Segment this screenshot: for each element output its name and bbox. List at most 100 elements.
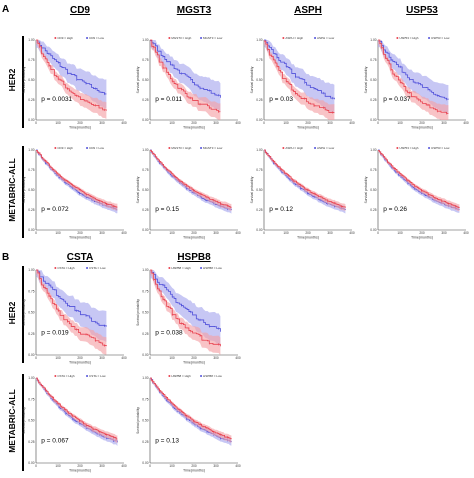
x-axis-label: Time(months) (297, 126, 319, 130)
x-tick-label: 200 (305, 231, 311, 235)
y-tick-label: 0.00 (370, 118, 376, 122)
x-axis-label: Time(months) (297, 236, 319, 240)
y-tick-label: 0.50 (28, 78, 34, 82)
x-tick-label: 100 (169, 231, 175, 235)
km-plot-usp53-0: Survival probability 1.00 0.75 0.50 0.25 0.00… (364, 36, 469, 130)
y-tick-label: 0.75 (142, 397, 148, 401)
y-tick-label: 0.25 (28, 440, 34, 444)
svg-text:MGST3 = High: MGST3 = High (171, 146, 191, 150)
high-survival-curve (378, 39, 449, 114)
x-tick-label: 300 (327, 231, 333, 235)
km-plot-asph-1: Survival probability 1.00 0.75 0.50 0.25 0.00… (250, 146, 355, 240)
y-tick-label: 1.00 (142, 148, 148, 152)
y-axis-label: Survival probability (22, 299, 26, 326)
high-confidence-band (36, 378, 118, 443)
y-tick-label: 0.25 (142, 208, 148, 212)
low-confidence-band (378, 40, 449, 115)
p-value: p = 0.019 (41, 330, 69, 337)
low-confidence-band (36, 270, 107, 342)
x-axis-label: Time(months) (69, 361, 91, 365)
km-plot-csta-0: Survival probability 1.00 0.75 0.50 0.25 0.00… (22, 266, 127, 365)
y-tick-label: 0.00 (256, 118, 262, 122)
x-axis-label: Time(months) (183, 361, 205, 365)
high-confidence-band (150, 378, 232, 443)
svg-text:HSPB8 = High: HSPB8 = High (171, 374, 191, 378)
y-axis-label: Survival probability (250, 176, 254, 203)
high-survival-curve (36, 39, 107, 111)
high-confidence-band (36, 40, 107, 119)
svg-text:CD9 = High: CD9 = High (57, 146, 73, 150)
x-axis-label: Time(months) (69, 236, 91, 240)
y-tick-label: 0.00 (142, 461, 148, 465)
y-tick-label: 0.25 (370, 208, 376, 212)
x-tick-label: 400 (349, 121, 355, 125)
svg-text:ASPH = High: ASPH = High (285, 36, 303, 40)
y-tick-label: 0.25 (142, 98, 148, 102)
x-tick-label: 400 (235, 121, 241, 125)
x-tick-label: 400 (349, 231, 355, 235)
x-tick-label: 300 (99, 121, 105, 125)
y-tick-label: 0.50 (28, 188, 34, 192)
y-axis-label: Survival probability (22, 66, 26, 93)
legend: HSPB8 = High HSPB8 = Low (168, 266, 223, 270)
y-tick-label: 0.75 (28, 168, 34, 172)
svg-text:MGST3 = High: MGST3 = High (171, 36, 191, 40)
row-divider (22, 146, 24, 238)
x-tick-label: 100 (397, 121, 403, 125)
x-tick-label: 100 (55, 464, 61, 468)
y-tick-label: 0.25 (28, 332, 34, 336)
x-axis-label: Time(months) (183, 126, 205, 130)
svg-text:USP53 = Low: USP53 = Low (431, 36, 450, 40)
x-tick-label: 300 (99, 356, 105, 360)
x-tick-label: 0 (35, 356, 37, 360)
km-plot-usp53-1: Survival probability 1.00 0.75 0.50 0.25 0.00… (364, 146, 469, 240)
gene-title: HSPB8 (177, 252, 211, 263)
low-survival-curve (150, 271, 221, 332)
x-tick-label: 300 (327, 121, 333, 125)
svg-text:MGST3 = Low: MGST3 = Low (203, 146, 223, 150)
legend: CD9 = High CD9 = Low (54, 146, 105, 150)
x-tick-label: 0 (149, 356, 151, 360)
x-tick-label: 200 (191, 231, 197, 235)
y-tick-label: 0.50 (142, 419, 148, 423)
p-value: p = 0.12 (269, 206, 293, 213)
high-survival-curve (36, 269, 107, 347)
legend: HSPB8 = High HSPB8 = Low (168, 374, 223, 378)
svg-text:ASPH = Low: ASPH = Low (317, 146, 335, 150)
x-tick-label: 0 (35, 231, 37, 235)
y-tick-label: 1.00 (142, 38, 148, 42)
x-tick-label: 300 (213, 231, 219, 235)
x-tick-label: 200 (77, 464, 83, 468)
x-tick-label: 0 (149, 121, 151, 125)
y-tick-label: 0.50 (370, 188, 376, 192)
high-confidence-band (150, 150, 232, 211)
km-plot-cd9-1: Survival probability 1.00 0.75 0.50 0.25 0.00… (22, 146, 127, 240)
y-tick-label: 0.75 (28, 289, 34, 293)
y-tick-label: 0.75 (28, 58, 34, 62)
x-axis-label: Time(months) (411, 236, 433, 240)
x-tick-label: 100 (283, 121, 289, 125)
x-tick-label: 300 (441, 231, 447, 235)
x-tick-label: 100 (169, 356, 175, 360)
y-tick-label: 0.00 (256, 228, 262, 232)
y-axis-label: Survival probability (136, 176, 140, 203)
high-confidence-band (36, 150, 118, 211)
x-tick-label: 300 (99, 231, 105, 235)
x-tick-label: 0 (377, 231, 379, 235)
x-tick-label: 100 (169, 464, 175, 468)
y-tick-label: 0.00 (142, 228, 148, 232)
high-survival-curve (264, 149, 346, 208)
svg-text:CSTA = High: CSTA = High (57, 266, 75, 270)
svg-text:CD9 = Low: CD9 = Low (89, 36, 105, 40)
x-tick-label: 200 (77, 121, 83, 125)
high-survival-curve (150, 149, 232, 208)
svg-text:CSTA = High: CSTA = High (57, 374, 75, 378)
panel-letter: A (2, 4, 10, 15)
y-tick-label: 1.00 (256, 38, 262, 42)
x-tick-label: 100 (55, 356, 61, 360)
x-tick-label: 0 (263, 121, 265, 125)
x-tick-label: 100 (55, 231, 61, 235)
row-divider (22, 374, 24, 471)
svg-text:CSTA = Low: CSTA = Low (89, 374, 106, 378)
y-tick-label: 1.00 (370, 148, 376, 152)
